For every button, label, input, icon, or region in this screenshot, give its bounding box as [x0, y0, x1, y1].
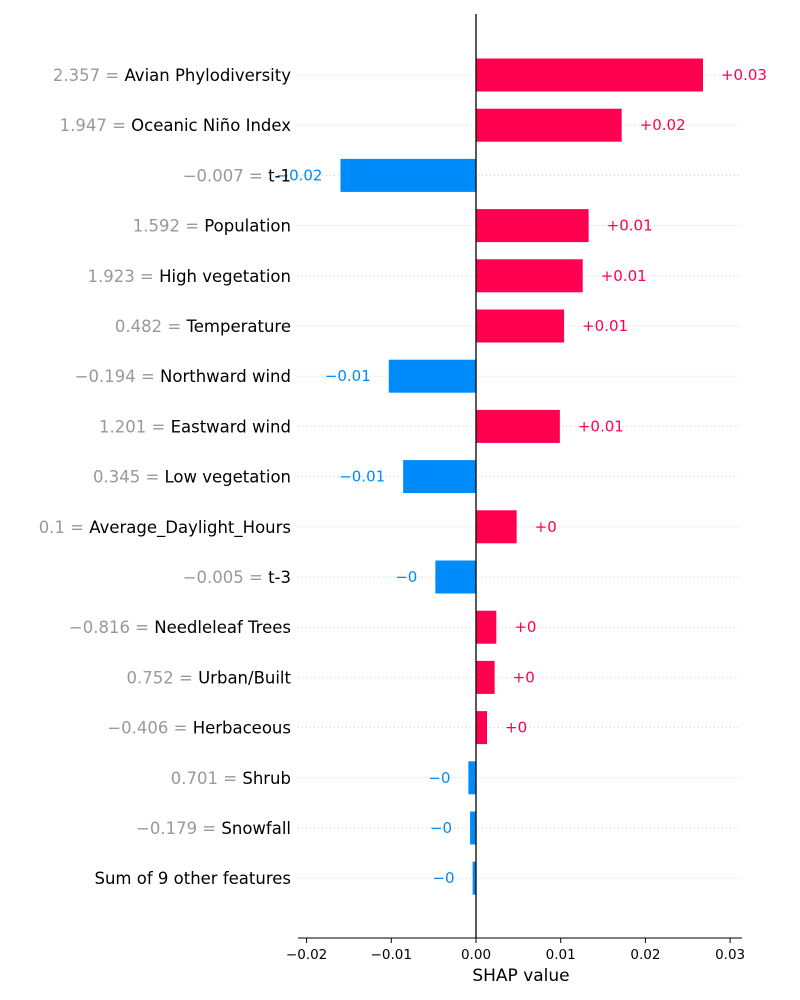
feature-value: −0.007 = — [183, 166, 268, 185]
feature-name: Low vegetation — [165, 468, 291, 487]
feature-name: Urban/Built — [198, 668, 291, 687]
feature-label: 0.701 = Shrub — [171, 769, 291, 788]
bar — [476, 108, 622, 142]
x-axis: −0.02 −0.01 0.00 0.01 0.02 0.03 — [286, 937, 745, 963]
bar — [476, 711, 488, 745]
feature-label: 1.592 = Population — [133, 217, 291, 236]
feature-name: Herbaceous — [193, 719, 291, 738]
bar — [476, 610, 497, 644]
feature-value: 0.345 = — [93, 468, 165, 487]
feature-name: Sum of 9 other features — [94, 869, 291, 888]
feature-name: t-1 — [268, 166, 291, 185]
feature-label: −0.406 = Herbaceous — [107, 719, 291, 738]
feature-name: Eastward wind — [171, 417, 291, 436]
x-tick-label: −0.01 — [371, 947, 412, 963]
bar — [476, 58, 703, 92]
bar — [476, 209, 589, 243]
feature-value: −0.406 = — [107, 719, 192, 738]
feature-value: 0.752 = — [127, 668, 199, 687]
feature-value: 0.1 = — [39, 518, 90, 537]
bar-value-label: +0 — [505, 719, 527, 737]
feature-value: −0.005 = — [183, 568, 268, 587]
feature-label: 1.923 = High vegetation — [88, 267, 291, 286]
x-tick-label: −0.02 — [286, 947, 327, 963]
feature-label: −0.005 = t-3 — [183, 568, 291, 587]
feature-name: High vegetation — [159, 267, 291, 286]
feature-label: 0.482 = Temperature — [115, 317, 291, 336]
bar — [403, 460, 476, 494]
bar-value-label: +0.01 — [607, 217, 653, 235]
x-tick-label: 0.00 — [461, 947, 491, 963]
bar — [435, 560, 476, 594]
bar-value-label: −0.01 — [339, 468, 385, 486]
x-tick-label: 0.03 — [715, 947, 745, 963]
x-tick-label: 0.02 — [630, 947, 660, 963]
feature-label: Sum of 9 other features — [94, 869, 291, 888]
feature-label: 1.201 = Eastward wind — [99, 417, 291, 436]
feature-label: 1.947 = Oceanic Niño Index — [60, 116, 292, 135]
x-axis-title: SHAP value — [472, 966, 569, 986]
bar-value-label: +0.01 — [601, 267, 647, 285]
bar — [476, 409, 560, 443]
bar-value-label: +0.01 — [578, 417, 624, 435]
feature-label: −0.816 = Needleleaf Trees — [69, 618, 291, 637]
bar-value-label: +0.03 — [721, 66, 767, 84]
feature-name: Oceanic Niño Index — [131, 116, 291, 135]
bars — [340, 58, 703, 895]
feature-label: 0.1 = Average_Daylight_Hours — [39, 518, 291, 538]
bar-value-label: +0 — [513, 668, 535, 686]
feature-label: −0.007 = t-1 — [183, 166, 291, 185]
bar — [476, 660, 495, 694]
bar-value-label: −0 — [430, 819, 452, 837]
feature-label: −0.179 = Snowfall — [136, 819, 291, 838]
feature-name: Population — [204, 217, 291, 236]
bar-value-label: +0 — [535, 518, 557, 536]
feature-value: −0.816 = — [69, 618, 154, 637]
feature-name: Shrub — [242, 769, 291, 788]
feature-label: 0.752 = Urban/Built — [127, 668, 292, 687]
feature-labels: +0.03 2.357 = Avian Phylodiversity +0.02 1.… — [39, 66, 767, 888]
bar-value-label: +0.02 — [640, 116, 686, 134]
bar — [470, 811, 476, 845]
feature-value: 1.201 = — [99, 417, 171, 436]
feature-value: 0.482 = — [115, 317, 187, 336]
feature-label: −0.194 = Northward wind — [75, 367, 291, 386]
feature-value: 1.592 = — [133, 217, 205, 236]
feature-value: −0.179 = — [136, 819, 221, 838]
x-tick-label: 0.01 — [546, 947, 576, 963]
bar-value-label: −0.01 — [325, 367, 371, 385]
bar — [476, 510, 517, 544]
feature-name: t-3 — [268, 568, 291, 587]
bar-value-label: +0 — [514, 618, 536, 636]
bar — [468, 761, 476, 795]
feature-value: −0.194 = — [75, 367, 160, 386]
bar — [472, 861, 476, 895]
feature-name: Average_Daylight_Hours — [89, 518, 291, 538]
bar — [476, 309, 565, 343]
bar-value-label: −0.02 — [277, 166, 323, 184]
feature-name: Needleleaf Trees — [154, 618, 291, 637]
bar-value-label: −0 — [395, 568, 417, 586]
bar-value-label: −0 — [432, 869, 454, 887]
bar — [476, 259, 583, 293]
bar-value-label: −0 — [428, 769, 450, 787]
feature-value: 2.357 = — [53, 66, 125, 85]
feature-name: Temperature — [185, 317, 291, 336]
feature-name: Avian Phylodiversity — [124, 66, 291, 85]
bar — [340, 158, 476, 192]
bar-value-label: +0.01 — [582, 317, 628, 335]
feature-label: 0.345 = Low vegetation — [93, 468, 291, 487]
feature-value: 1.947 = — [60, 116, 132, 135]
feature-value: 1.923 = — [88, 267, 160, 286]
feature-label: 2.357 = Avian Phylodiversity — [53, 66, 291, 85]
bar — [388, 359, 476, 393]
feature-name: Northward wind — [160, 367, 291, 386]
feature-value: 0.701 = — [171, 769, 243, 788]
feature-name: Snowfall — [221, 819, 291, 838]
